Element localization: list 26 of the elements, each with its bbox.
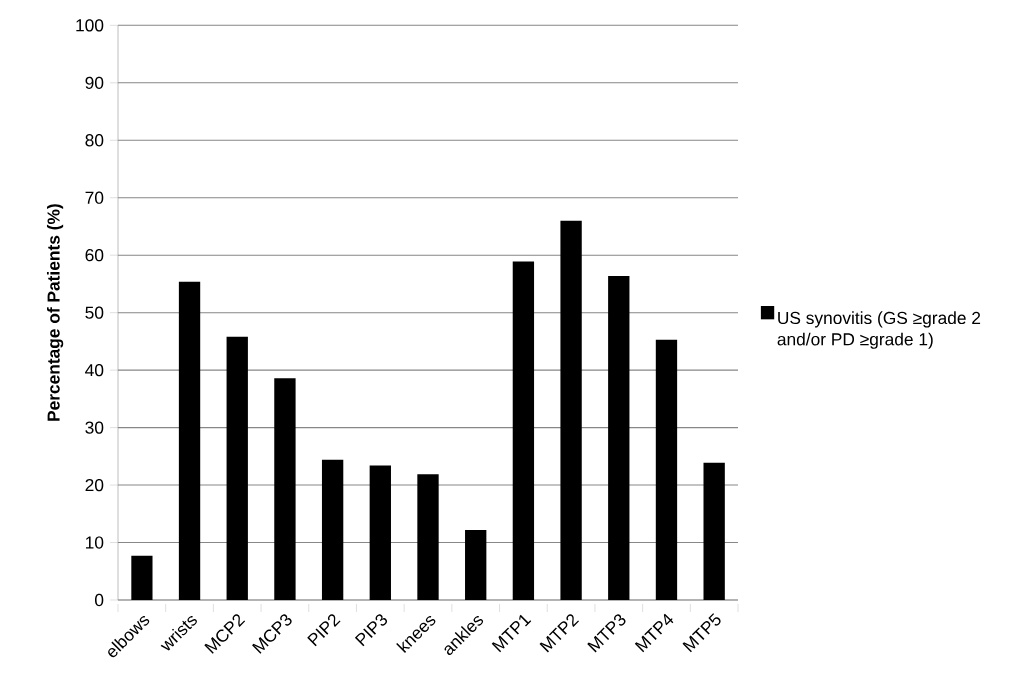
y-tick-label: 70 [85, 191, 104, 204]
y-tick-label: 100 [76, 19, 104, 32]
y-tick-label: 50 [85, 306, 104, 319]
bar [512, 261, 535, 600]
bar [703, 462, 725, 600]
y-tick-label: 80 [85, 134, 104, 147]
y-tick-label: 30 [85, 421, 104, 434]
legend-label: US synovitis (GS ≥grade 2 and/or PD ≥grade 1) [777, 311, 981, 349]
y-tick-label: 10 [86, 536, 104, 549]
y-tick-label: 0 [94, 593, 104, 607]
bar [608, 275, 630, 600]
bar [465, 529, 487, 600]
bar [178, 281, 201, 600]
bar [369, 465, 391, 600]
bar [655, 339, 678, 600]
bar [560, 220, 582, 600]
bar [417, 474, 439, 600]
y-tick-label: 40 [85, 363, 104, 377]
y-axis-title: Percentage of Patients (%) [46, 204, 64, 421]
y-tick-label: 90 [85, 76, 104, 89]
bar [131, 555, 153, 600]
y-tick-label: 20 [85, 478, 104, 492]
bar [274, 378, 296, 600]
bar [321, 459, 344, 600]
y-tick-label: 60 [85, 249, 104, 262]
bar [226, 336, 248, 600]
